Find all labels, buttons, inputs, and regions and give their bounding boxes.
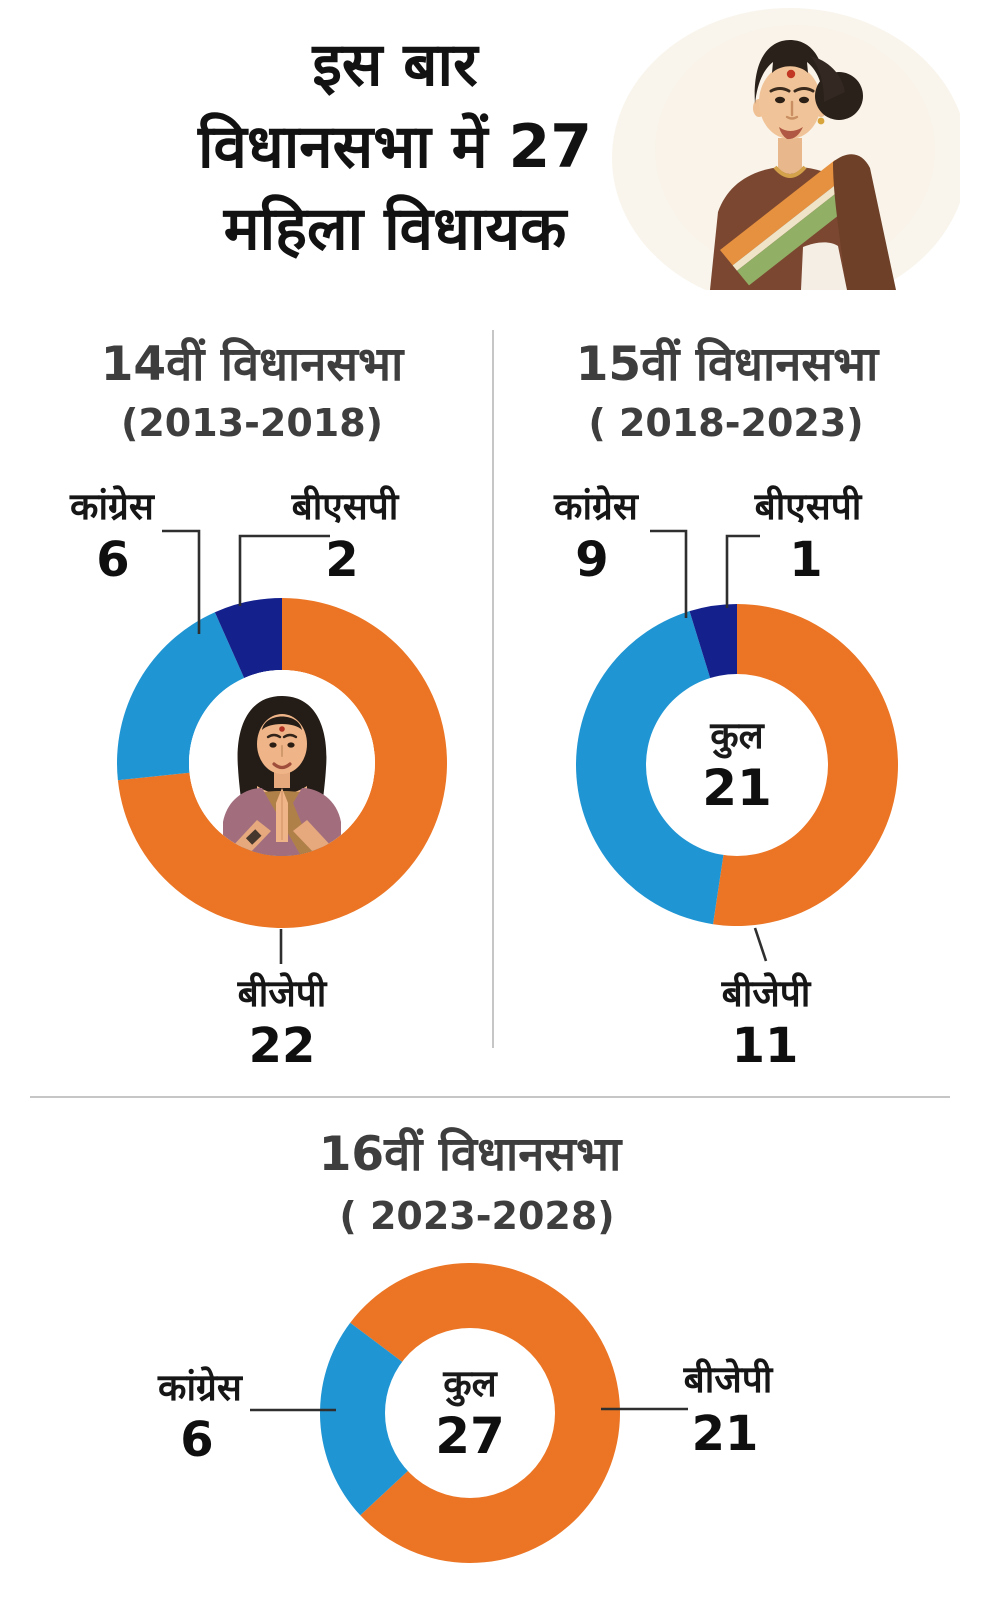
horizontal-divider <box>30 1096 950 1098</box>
chart14-bjp-value: 22 <box>248 1018 316 1074</box>
chart15-congress-value: 9 <box>575 532 609 588</box>
chart15-center-total: कुल 21 <box>652 700 822 830</box>
chart15-bjp-label: बीजेपी <box>721 972 811 1015</box>
chart15-bsp-label: बीएसपी <box>754 485 862 528</box>
chart16-congress-label: कांग्रेस <box>158 1366 242 1409</box>
donut-hole <box>646 674 828 856</box>
chart14-bsp-value: 2 <box>325 532 359 588</box>
chart16-total-label: कुल <box>443 1362 497 1405</box>
chart15-bjp-value: 11 <box>731 1018 799 1074</box>
vertical-divider <box>492 330 494 1048</box>
chart16-bjp-value: 21 <box>691 1406 759 1462</box>
title-line-1: इस बार <box>312 30 478 100</box>
chart15-total-label: कुल <box>710 714 764 757</box>
donut-chart-16th-assembly <box>320 1263 620 1563</box>
chart14-bsp-label: बीएसपी <box>291 485 399 528</box>
chart16-center-total: कुल 27 <box>385 1348 555 1478</box>
title-line-3: महिला विधायक <box>223 194 567 264</box>
chart14-congress-label: कांग्रेस <box>70 485 154 528</box>
chart14-period: (2013-2018) <box>120 401 384 445</box>
chart15-title: 15वीं विधानसभा <box>575 337 879 392</box>
chart15-total-value: 21 <box>702 759 772 817</box>
chart16-total-value: 27 <box>435 1407 505 1465</box>
chart15-bsp-value: 1 <box>789 532 823 588</box>
chart16-congress-value: 6 <box>180 1412 214 1468</box>
woman-namaste-illustration <box>189 670 375 856</box>
donut-hole <box>385 1328 555 1498</box>
page-title: इस बार विधानसभा में 27 महिला विधायक <box>115 24 675 270</box>
chart15-congress-label: कांग्रेस <box>554 485 638 528</box>
chart14-congress-value: 6 <box>96 532 130 588</box>
chart16-title: 16वीं विधानसभा <box>318 1127 622 1182</box>
hero-woman-illustration <box>612 8 960 290</box>
donut-chart-15th-assembly <box>576 604 898 926</box>
title-line-2: विधानसभा में 27 <box>197 112 593 182</box>
chart16-bjp-label: बीजेपी <box>683 1358 773 1401</box>
chart14-bjp-label: बीजेपी <box>237 972 327 1015</box>
chart16-period: ( 2023-2028) <box>339 1194 615 1238</box>
chart14-center-photo <box>189 670 375 856</box>
chart15-period: ( 2018-2023) <box>588 401 864 445</box>
chart14-title: 14वीं विधानसभा <box>100 337 404 392</box>
